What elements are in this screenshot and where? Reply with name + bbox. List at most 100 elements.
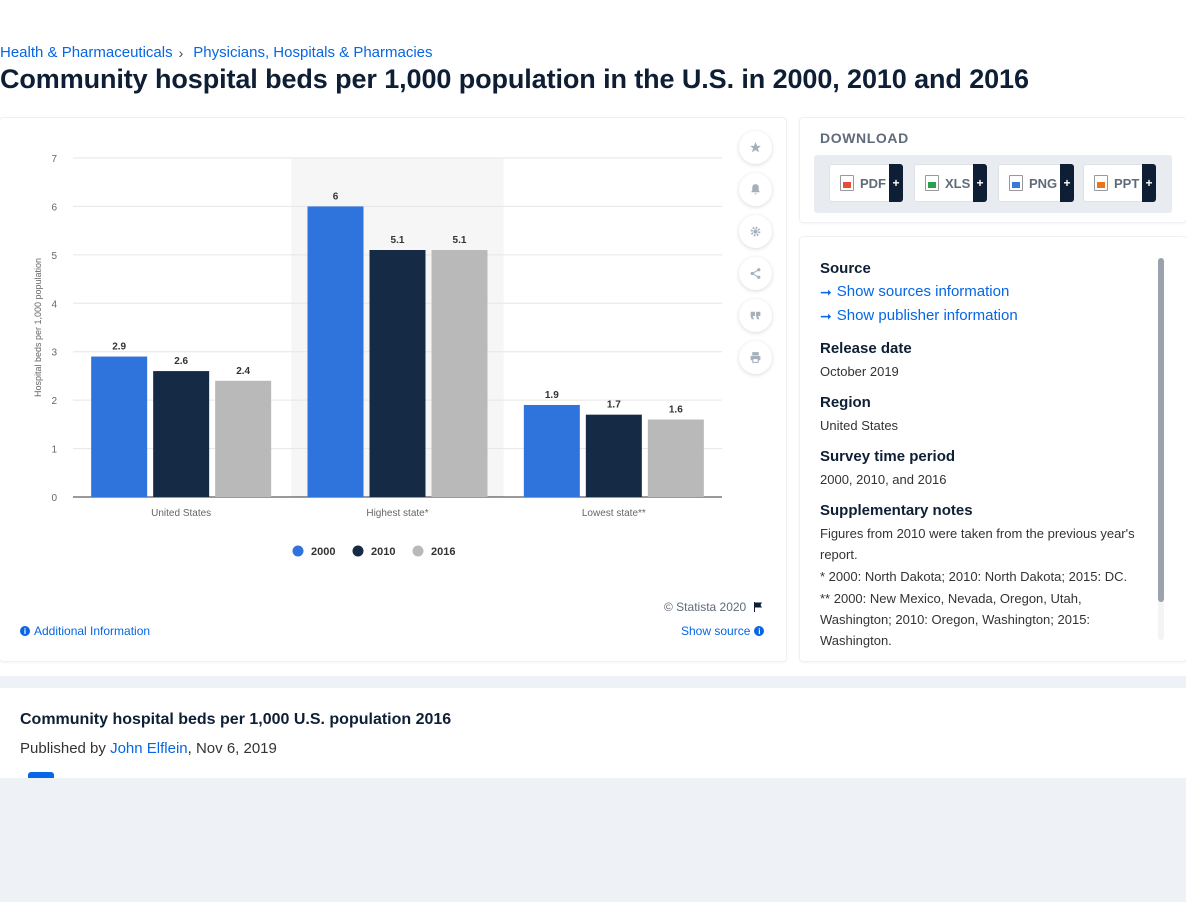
published-by: Published by John Elflein, Nov 6, 2019 [20,740,277,757]
data-label: 5.1 [391,235,405,246]
chart-toolbar [739,131,773,383]
show-publisher-link[interactable]: ➞ Show publisher information [820,304,1140,328]
breadcrumb-link-physicians[interactable]: Physicians, Hospitals & Pharmacies [193,44,433,61]
show-sources-link[interactable]: ➞ Show sources information [820,280,1140,304]
gear-icon[interactable] [739,215,772,248]
y-tick-label: 3 [51,348,57,359]
additional-information-link[interactable]: i Additional Information [20,624,150,638]
y-axis-label: Hospital beds per 1,000 population [33,258,43,397]
legend-label: 2010 [371,546,395,558]
plus-icon[interactable]: + [973,164,987,202]
bar [307,206,364,497]
show-publisher-label: Show publisher information [836,307,1018,324]
chevron-right-icon: › [178,44,184,61]
data-label: 2.9 [112,342,126,353]
bar [91,356,148,497]
y-tick-label: 7 [51,154,57,165]
data-label: 1.9 [545,390,559,401]
flag-icon[interactable] [752,601,764,613]
release-date-heading: Release date [820,340,912,357]
download-pdf-button[interactable]: PDF + [829,164,903,202]
bar [153,371,210,497]
ppt-file-icon [1094,175,1108,191]
bar [431,250,488,497]
download-png-label: PNG [1029,175,1058,191]
breadcrumb: Health & Pharmaceuticals › Physicians, H… [0,44,433,61]
legend-marker [352,545,364,557]
related-statistic-title[interactable]: Community hospital beds per 1,000 U.S. p… [20,711,452,728]
y-tick-label: 1 [51,445,57,456]
region-value: United States [820,418,899,433]
bar [215,380,272,497]
author-link[interactable]: John Elflein [110,740,188,757]
top-bar [0,0,1186,36]
tab-indicator[interactable] [28,772,54,778]
info-icon: i [754,626,765,636]
legend-label: 2016 [431,546,455,558]
data-label: 1.6 [669,405,683,416]
bell-icon[interactable] [739,173,772,206]
y-tick-label: 0 [51,493,57,504]
show-sources-label: Show sources information [836,283,1010,300]
plus-icon[interactable]: + [889,164,903,202]
png-file-icon [1009,175,1023,191]
show-source-link[interactable]: Show source i [681,624,765,638]
supplementary-note: Figures from 2010 were taken from the pr… [820,526,1135,562]
plus-icon[interactable]: + [1142,164,1156,202]
copyright: © Statista 2020 [664,600,764,614]
download-png-button[interactable]: PNG + [998,164,1074,202]
download-pdf-label: PDF [860,175,886,191]
copyright-text: © Statista 2020 [664,600,747,614]
region-heading: Region [820,394,871,411]
y-tick-label: 5 [51,251,57,262]
arrow-right-icon: ➞ [820,284,832,300]
info-card [800,237,1186,661]
data-label: 2.4 [236,366,250,377]
legend-label: 2000 [311,546,335,558]
legend-marker [412,545,424,557]
star-icon[interactable] [739,131,772,164]
y-tick-label: 2 [51,396,57,407]
info-icon: i [20,626,30,636]
xls-file-icon [925,175,939,191]
breadcrumb-link-health[interactable]: Health & Pharmaceuticals [0,44,173,61]
download-ppt-label: PPT [1114,175,1140,191]
show-source-label: Show source [681,624,751,638]
bar [585,414,642,497]
supplementary-notes-heading: Supplementary notes [820,502,973,519]
info-panel[interactable]: Source ➞ Show sources information ➞ Show… [820,258,1140,650]
download-title: DOWNLOAD [820,130,909,146]
y-tick-label: 6 [51,202,57,213]
download-ppt-button[interactable]: PPT + [1083,164,1156,202]
download-xls-button[interactable]: XLS + [914,164,987,202]
additional-information-label: Additional Information [34,624,151,638]
related-statistic-card [0,688,1186,778]
release-date-value: October 2019 [820,364,899,379]
source-heading: Source [820,260,871,277]
legend-marker [292,545,304,557]
bar [523,404,580,497]
x-tick-label: United States [151,508,211,519]
bar [647,419,704,497]
share-icon[interactable] [739,257,772,290]
published-date: , Nov 6, 2019 [187,740,277,757]
bar-chart: 0 1 2 3 4 5 6 7 Hospital beds per 1,000 populati… [33,154,722,558]
x-tick-label: Lowest state** [582,508,646,519]
data-label: 2.6 [174,356,188,367]
pdf-file-icon [840,175,854,191]
data-label: 5.1 [453,235,467,246]
x-tick-label: Highest state* [366,508,428,519]
survey-period-heading: Survey time period [820,448,956,465]
print-icon[interactable] [739,341,772,374]
published-prefix: Published by [20,740,106,757]
bar [369,250,426,497]
supplementary-note: * 2000: North Dakota; 2010: North Dakota… [820,569,1128,584]
scrollbar-thumb[interactable] [1158,258,1164,602]
y-tick-label: 4 [51,299,57,310]
quote-icon[interactable] [739,299,772,332]
supplementary-note: ** 2000: New Mexico, Nevada, Oregon, Uta… [820,591,1091,648]
data-label: 6 [333,191,339,202]
survey-period-value: 2000, 2010, and 2016 [820,472,947,487]
plus-icon[interactable]: + [1060,164,1074,202]
download-xls-label: XLS [945,175,971,191]
